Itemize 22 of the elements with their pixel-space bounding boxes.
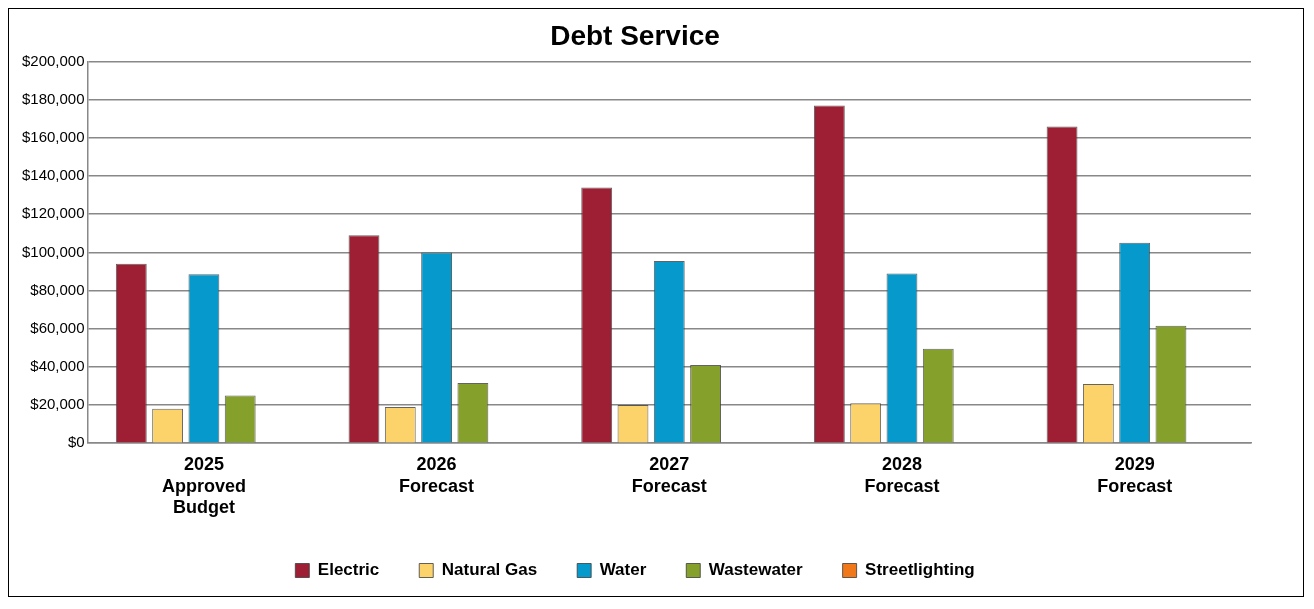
x-tick-label: 2025 Approved Budget: [161, 453, 246, 518]
legend-label: Electric: [317, 560, 380, 580]
x-tick-label: 2028 Forecast: [864, 453, 940, 496]
y-tick-label: $80,000: [30, 280, 85, 298]
y-tick-label: $60,000: [30, 318, 85, 336]
legend-label: Wastewater: [708, 560, 804, 580]
y-tick-label: $140,000: [21, 166, 85, 184]
x-tick-label: 2027 Forecast: [631, 453, 707, 496]
y-tick-label: $0: [67, 433, 85, 451]
y-tick-label: $200,000: [21, 51, 85, 69]
chart-title: Debt Service: [550, 19, 720, 51]
legend-label: Streetlighting: [865, 560, 975, 580]
y-tick-label: $40,000: [30, 357, 85, 375]
y-tick-label: $160,000: [21, 128, 85, 146]
legend-label: Natural Gas: [441, 560, 538, 580]
legend-label: Water: [599, 560, 647, 580]
y-tick-label: $20,000: [30, 395, 85, 413]
x-tick-label: 2026 Forecast: [399, 453, 475, 496]
y-tick-label: $180,000: [21, 89, 85, 107]
x-tick-label: 2029 Forecast: [1097, 453, 1173, 496]
y-tick-label: $120,000: [21, 204, 85, 222]
y-tick-label: $100,000: [21, 242, 85, 260]
